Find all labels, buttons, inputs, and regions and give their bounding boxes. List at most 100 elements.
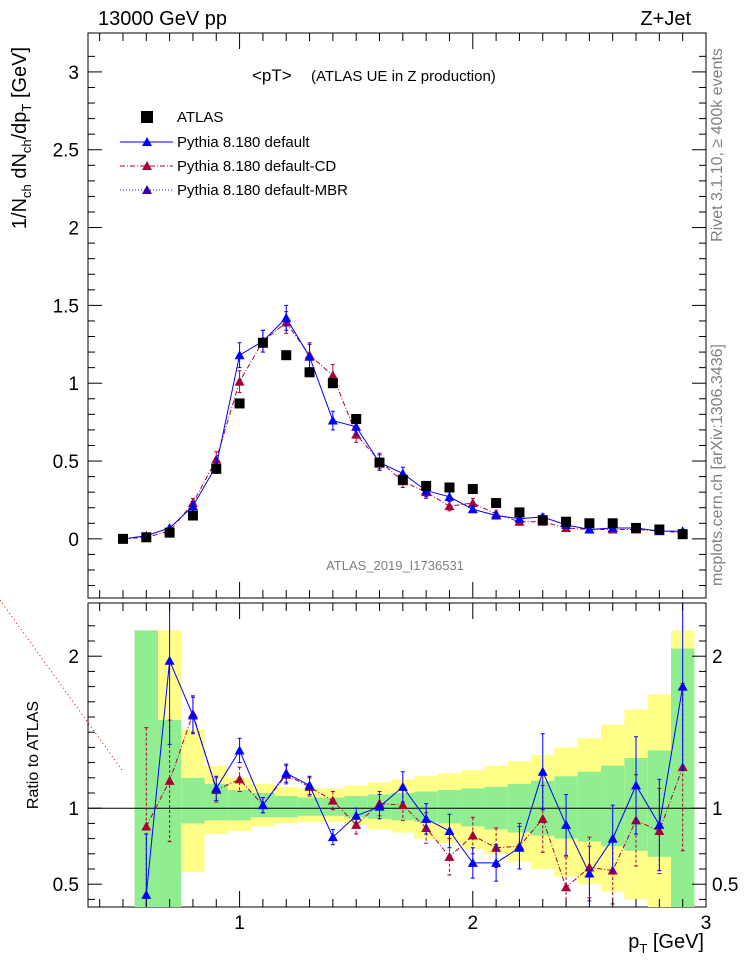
atlas-data-point bbox=[397, 474, 408, 485]
ratio-series-marker bbox=[537, 766, 548, 776]
ratio-series-marker bbox=[327, 832, 338, 842]
ratio-ytick-label-right: 2 bbox=[712, 647, 723, 668]
ratio-stat-band bbox=[227, 789, 252, 821]
ratio-series-marker bbox=[631, 780, 642, 790]
atlas-data-point bbox=[234, 398, 245, 409]
atlas-data-point bbox=[374, 457, 385, 468]
ratio-plot-axes: 1 2 30.5 0.51 12 2 bbox=[53, 603, 738, 934]
legend-marker-default bbox=[142, 137, 152, 146]
ratio-series-marker bbox=[444, 851, 455, 861]
atlas-data-point bbox=[631, 522, 642, 533]
atlas-data-point bbox=[141, 532, 152, 543]
ratio-series-marker bbox=[537, 813, 548, 823]
ratio-series-marker bbox=[397, 800, 408, 810]
ratio-series-marker bbox=[607, 833, 618, 843]
chart-title: <pT> bbox=[252, 66, 292, 85]
ratio-series-marker bbox=[304, 780, 315, 790]
ratio-series-marker bbox=[654, 819, 665, 829]
atlas-data-point bbox=[211, 463, 222, 474]
ratio-series-marker bbox=[374, 801, 385, 811]
main-series-marker bbox=[467, 498, 478, 508]
ratio-stat-band bbox=[437, 789, 462, 824]
main-series-line bbox=[122, 321, 683, 540]
ratio-series-marker bbox=[141, 821, 152, 831]
main-series-marker bbox=[304, 351, 315, 361]
atlas-data-point bbox=[187, 510, 198, 521]
legend-marker-mbr bbox=[142, 185, 152, 194]
ratio-series-marker bbox=[491, 857, 502, 867]
atlas-data-point bbox=[654, 524, 665, 535]
atlas-data-point bbox=[514, 507, 525, 518]
atlas-data-point bbox=[561, 516, 572, 527]
main-ytick-label: 2.5 bbox=[53, 141, 79, 162]
ratio-stat-band bbox=[157, 720, 182, 907]
ratio-series-marker bbox=[397, 781, 408, 791]
ratio-stat-band bbox=[461, 788, 485, 827]
ratio-series-marker bbox=[141, 889, 152, 899]
ratio-stat-band bbox=[181, 777, 205, 824]
ratio-series-marker bbox=[584, 868, 595, 878]
ratio-series-marker bbox=[561, 819, 572, 829]
main-series-marker bbox=[327, 415, 338, 425]
ratio-plot-frame bbox=[87, 602, 707, 908]
side-rivet-label: Rivet 3.1.10, ≥ 400k events bbox=[709, 48, 726, 242]
ratio-ytick-label: 1 bbox=[68, 799, 79, 820]
header-right-label: Z+Jet bbox=[640, 8, 691, 30]
ratio-stat-band bbox=[274, 796, 298, 818]
ratio-stat-band bbox=[297, 797, 322, 816]
ratio-series-marker bbox=[677, 681, 688, 691]
ratio-ytick-label-right: 1 bbox=[712, 799, 723, 820]
main-ytick-label: 1.5 bbox=[53, 296, 79, 317]
side-mcplots-label: mcplots.cern.ch [arXiv:1306.3436] bbox=[709, 344, 726, 586]
main-series-line bbox=[122, 317, 683, 540]
header-left-label: 13000 GeV pp bbox=[98, 8, 227, 30]
atlas-data-point bbox=[327, 378, 338, 389]
ratio-stat-band bbox=[577, 771, 602, 842]
atlas-data-point bbox=[467, 484, 478, 495]
ratio-xtick-label: 3 bbox=[701, 913, 712, 934]
main-ytick-label: 3 bbox=[68, 63, 79, 84]
atlas-data-point bbox=[351, 414, 362, 425]
main-series-marker bbox=[444, 501, 455, 511]
main-ytick-label: 1 bbox=[68, 374, 79, 395]
ratio-series-marker bbox=[257, 800, 268, 810]
ratio-series-marker bbox=[234, 774, 245, 784]
main-series-marker bbox=[584, 524, 595, 534]
ratio-xtick-label: 1 bbox=[234, 913, 245, 934]
ratio-ytick-label: 0.5 bbox=[53, 875, 79, 896]
atlas-data-point bbox=[607, 518, 618, 529]
ratio-series-marker bbox=[444, 826, 455, 835]
ratio-series-marker bbox=[467, 857, 478, 867]
main-series-marker bbox=[491, 510, 502, 520]
ratio-series-marker bbox=[327, 795, 338, 805]
ratio-series-line bbox=[145, 660, 684, 895]
ratio-stat-band bbox=[671, 648, 695, 907]
ratio-xtick-label: 2 bbox=[468, 913, 479, 934]
ratio-series-marker bbox=[187, 710, 198, 720]
main-series-marker bbox=[234, 376, 245, 386]
legend: ATLAS Pythia 8.180 default Pythia 8.180 … bbox=[120, 109, 348, 199]
main-plot-frame bbox=[87, 32, 707, 599]
analysis-id-label: ATLAS_2019_I1736531 bbox=[326, 558, 464, 573]
main-series-marker bbox=[514, 513, 525, 523]
y-axis-label-main: 1/Nch dNch/dpT [GeV] bbox=[9, 47, 34, 229]
main-series-marker bbox=[467, 504, 478, 514]
ratio-series-marker bbox=[561, 882, 572, 892]
legend-label-default: Pythia 8.180 default bbox=[177, 134, 310, 151]
legend-marker-atlas bbox=[141, 111, 153, 123]
ratio-series-marker bbox=[234, 745, 245, 755]
main-series-marker bbox=[327, 370, 338, 380]
main-ytick-label: 2 bbox=[68, 219, 79, 240]
legend-label-cd: Pythia 8.180 default-CD bbox=[177, 158, 336, 175]
atlas-data-point bbox=[677, 529, 688, 540]
ratio-series-marker bbox=[351, 819, 362, 829]
ratio-series-marker bbox=[467, 830, 478, 840]
y-axis-label-ratio: Ratio to ATLAS bbox=[25, 701, 42, 809]
atlas-data-point bbox=[117, 533, 128, 544]
ratio-series-line bbox=[145, 712, 684, 889]
atlas-data-point bbox=[584, 518, 595, 529]
main-series-marker bbox=[187, 501, 198, 511]
chart-subtitle: (ATLAS UE in Z production) bbox=[311, 68, 496, 85]
ratio-series-marker bbox=[164, 655, 175, 665]
